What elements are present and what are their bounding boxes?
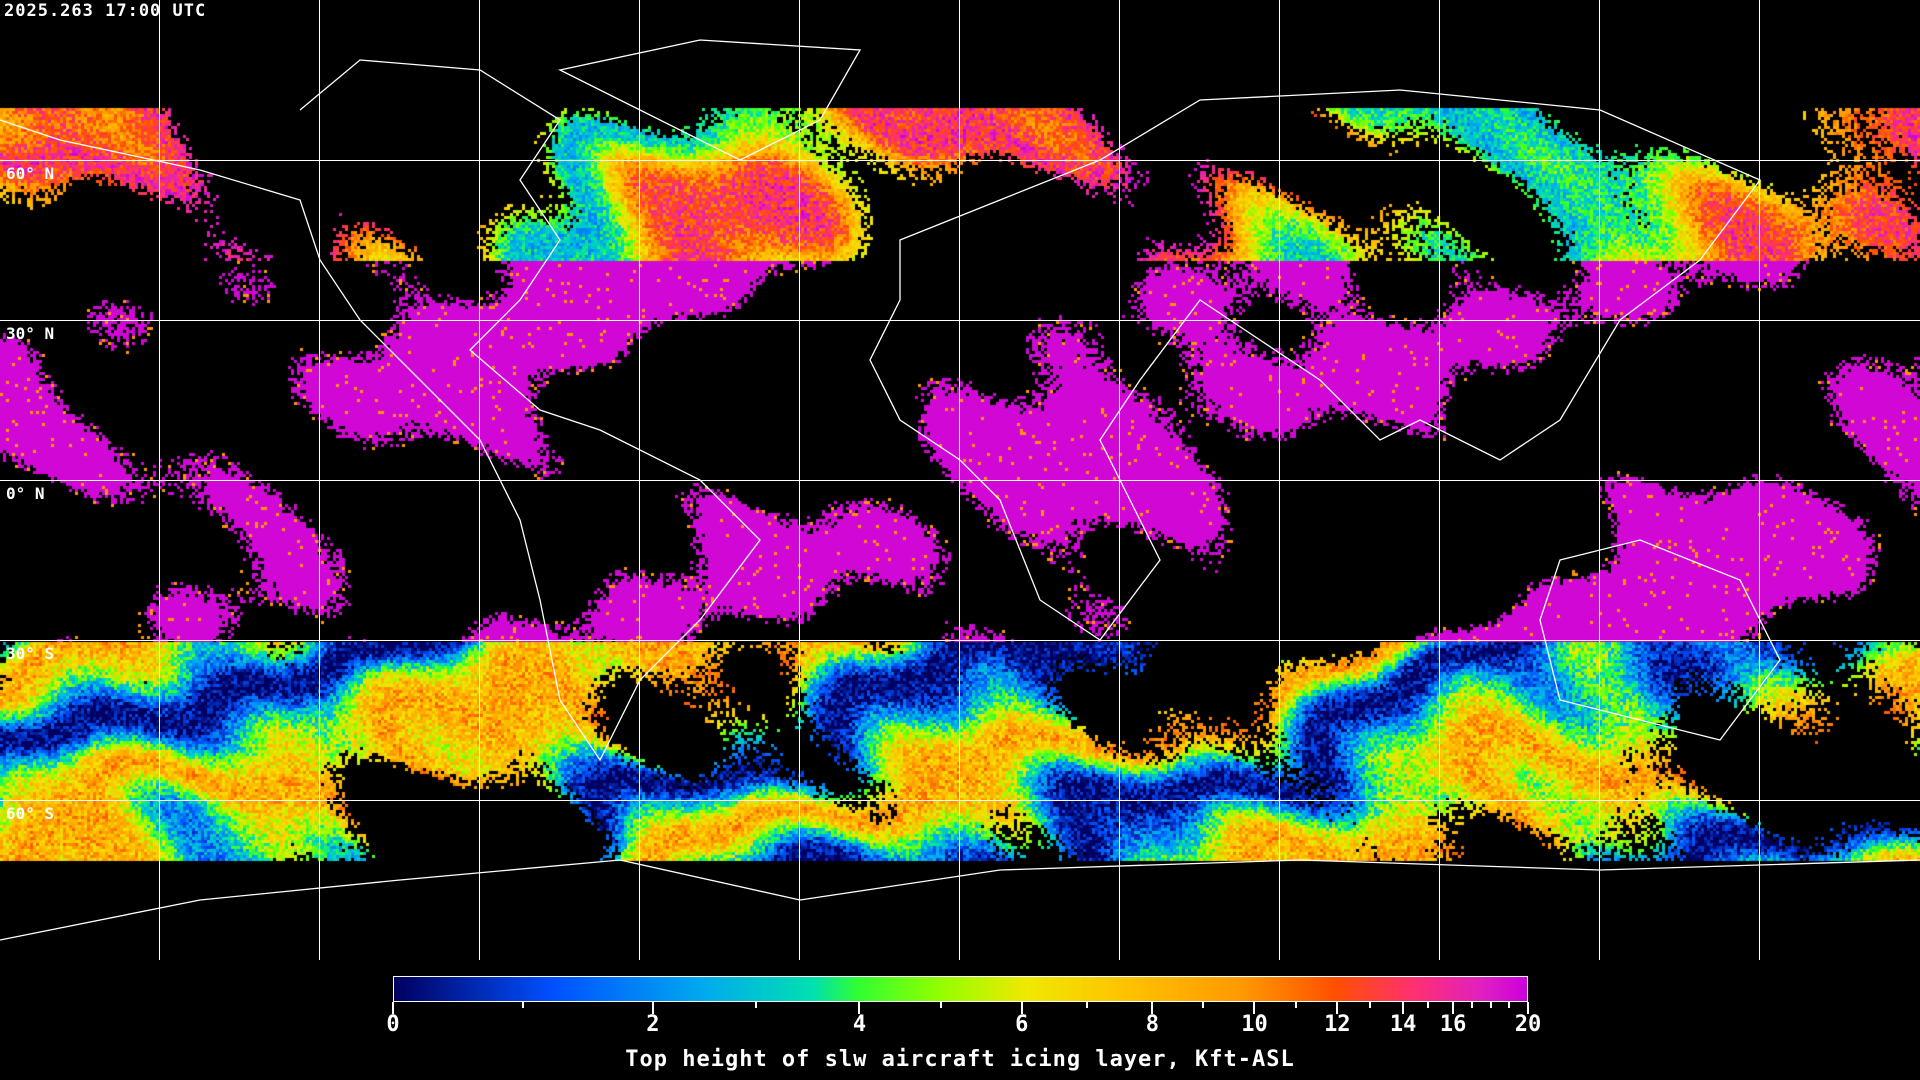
colorbar-tick-label: 14 xyxy=(1389,1012,1417,1037)
icing-height-map: 60° N 30° N 0° N 30° S 60° S xyxy=(0,0,1920,960)
parallel-line xyxy=(0,480,1920,481)
lat-label-0n: 0° N xyxy=(6,484,45,503)
colorbar-tick xyxy=(1151,1002,1154,1014)
colorbar-tick xyxy=(1336,1002,1339,1014)
parallel-line xyxy=(0,160,1920,161)
colorbar-tick-label: 10 xyxy=(1241,1012,1268,1037)
colorbar-tick xyxy=(1470,1002,1473,1008)
colorbar-tick-label: 12 xyxy=(1324,1012,1351,1037)
colorbar-tick xyxy=(1427,1002,1430,1008)
colorbar-tick-label: 20 xyxy=(1514,1012,1542,1037)
coastline xyxy=(0,859,1920,941)
colorbar-tick xyxy=(1508,1002,1511,1008)
colorbar-tick xyxy=(1253,1002,1256,1014)
colorbar-tick xyxy=(1402,1002,1405,1014)
parallel-line xyxy=(0,800,1920,801)
colorbar-tick xyxy=(521,1002,524,1008)
colorbar-tick xyxy=(939,1002,942,1008)
parallel-line xyxy=(0,640,1920,641)
colorbar-tick xyxy=(1202,1002,1205,1008)
colorbar-tick xyxy=(651,1002,654,1014)
lat-label-30s: 30° S xyxy=(6,644,55,663)
colorbar-tick xyxy=(392,1002,394,1014)
colorbar-tick xyxy=(755,1002,758,1008)
colorbar-tick xyxy=(1369,1002,1372,1008)
parallel-line xyxy=(0,320,1920,321)
colorbar-tick xyxy=(1294,1002,1297,1008)
colorbar-tick xyxy=(1489,1002,1492,1008)
colorbar-tick-label: 6 xyxy=(1015,1012,1029,1037)
colorbar-tick-label: 4 xyxy=(852,1012,867,1037)
colorbar-tick xyxy=(1020,1002,1023,1014)
coastline xyxy=(869,89,1762,641)
colorbar-tick xyxy=(1086,1002,1089,1008)
lat-label-30n: 30° N xyxy=(6,324,55,343)
colorbar xyxy=(393,976,1528,1002)
colorbar-tick-label: 8 xyxy=(1145,1012,1159,1037)
colorbar-tick xyxy=(1452,1002,1455,1014)
colorbar-tick xyxy=(1527,1002,1529,1014)
coastlines xyxy=(0,39,1920,941)
coastline xyxy=(1539,539,1781,741)
lat-label-60s: 60° S xyxy=(6,804,55,823)
coastline xyxy=(0,59,761,762)
colorbar-tick-label: 2 xyxy=(646,1012,660,1037)
colorbar-tick-label: 16 xyxy=(1439,1012,1467,1037)
coastline xyxy=(558,39,862,161)
colorbar-tick xyxy=(858,1002,861,1014)
colorbar-tick-label: 0 xyxy=(386,1012,400,1037)
timestamp: 2025.263 17:00 UTC xyxy=(4,1,207,21)
colorbar-title: Top height of slw aircraft icing layer, … xyxy=(625,1047,1295,1072)
lat-label-60n: 60° N xyxy=(6,164,55,183)
